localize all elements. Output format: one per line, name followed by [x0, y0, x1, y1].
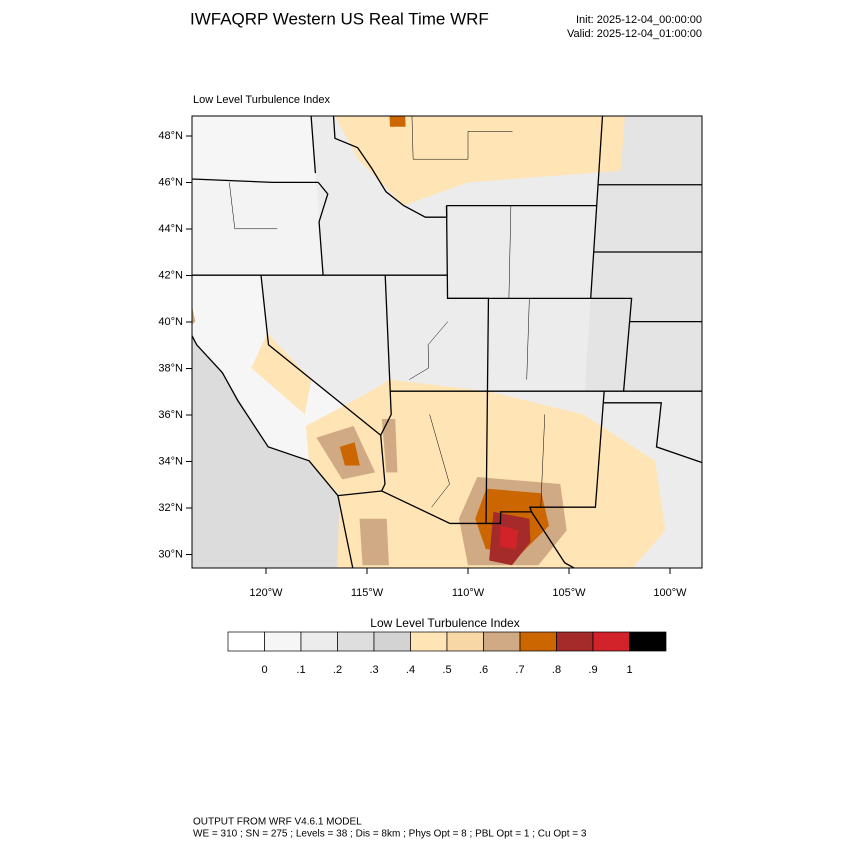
map	[192, 116, 702, 568]
field-region	[381, 419, 398, 473]
lat-label: 44°N	[158, 223, 183, 235]
colorbar-box	[592, 631, 630, 652]
colorbar-box	[410, 631, 448, 652]
lat-label: 42°N	[158, 269, 183, 281]
lat-label: 34°N	[158, 455, 183, 467]
border	[445, 116, 604, 300]
field-region	[701, 222, 702, 229]
border	[332, 116, 448, 218]
lat-label: 32°N	[158, 502, 183, 514]
field-region	[305, 379, 666, 568]
lat-label: 46°N	[158, 176, 183, 188]
lon-label: 110°W	[452, 587, 485, 599]
lat-label: 36°N	[158, 409, 183, 421]
colorbar-box	[264, 631, 302, 652]
field-region	[192, 305, 196, 325]
lat-label: 48°N	[158, 130, 183, 142]
lon-label: 115°W	[351, 587, 384, 599]
field-region	[359, 518, 389, 566]
footer-line: WE = 310 ; SN = 275 ; Levels = 38 ; Dis …	[193, 829, 587, 840]
map-frame	[191, 115, 703, 569]
map-title: Low Level Turbulence Index	[193, 94, 330, 106]
field-region	[192, 116, 317, 183]
border	[508, 205, 512, 299]
colorbar-label: .4	[406, 664, 415, 676]
lat-label: 30°N	[158, 548, 183, 560]
border	[603, 402, 702, 464]
border	[485, 391, 605, 525]
valid-time: Valid: 2025-12-04_01:00:00	[567, 28, 702, 40]
field-region	[192, 335, 353, 568]
border	[229, 182, 278, 230]
colorbar-label: .8	[552, 664, 561, 676]
colorbar-label: .7	[515, 664, 524, 676]
border	[429, 414, 450, 508]
lon-label: 105°W	[552, 587, 586, 599]
border	[192, 178, 319, 184]
border	[526, 298, 530, 380]
colorbar-label: .3	[369, 664, 378, 676]
lat-label: 40°N	[158, 316, 183, 328]
field-region	[499, 525, 519, 549]
colorbar-label: .1	[296, 664, 305, 676]
border	[192, 334, 354, 568]
colorbar-box	[483, 631, 521, 652]
colorbar-box	[227, 631, 265, 652]
colorbar-box	[629, 631, 667, 652]
colorbar-label: .5	[442, 664, 451, 676]
border	[310, 116, 317, 174]
lat-label: 38°N	[158, 362, 183, 374]
colorbar-box	[337, 631, 375, 652]
colorbar-label: .2	[333, 664, 342, 676]
border	[530, 511, 576, 568]
field-region	[251, 333, 312, 415]
colorbar-box	[519, 631, 557, 652]
border	[487, 297, 633, 392]
lon-label: 120°W	[249, 587, 283, 599]
border	[409, 321, 448, 380]
colorbar-label: .9	[588, 664, 597, 676]
border	[540, 414, 546, 508]
footer-line: OUTPUT FROM WRF V4.6.1 MODEL	[193, 817, 362, 828]
colorbar-box	[446, 631, 484, 652]
field-region	[389, 116, 406, 127]
colorbar-label: 0	[261, 664, 267, 676]
field-region	[335, 116, 625, 206]
border	[317, 181, 329, 276]
init-time: Init: 2025-12-04_00:00:00	[576, 14, 702, 26]
field-region	[192, 176, 324, 276]
field-region	[339, 442, 360, 466]
title: IWFAQRP Western US Real Time WRF	[190, 9, 489, 28]
colorbar-label: .6	[479, 664, 488, 676]
colorbar-box	[556, 631, 594, 652]
colorbar-title: Low Level Turbulence Index	[370, 616, 519, 630]
colorbar-box	[300, 631, 338, 652]
colorbar-label: 1	[626, 664, 632, 676]
border	[593, 251, 702, 253]
border	[411, 116, 513, 160]
lon-label: 100°W	[653, 587, 687, 599]
border	[337, 490, 382, 497]
colorbar-box	[373, 631, 411, 652]
